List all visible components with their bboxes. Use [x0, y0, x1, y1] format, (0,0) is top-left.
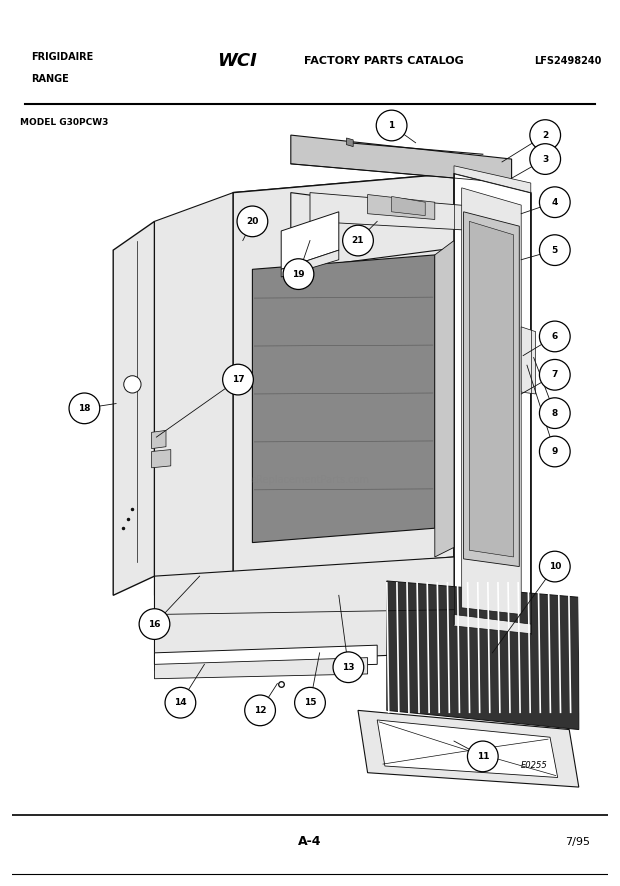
Polygon shape	[387, 581, 579, 729]
Text: 14: 14	[174, 698, 187, 707]
Circle shape	[333, 652, 364, 682]
Text: 8: 8	[552, 408, 558, 417]
Polygon shape	[464, 212, 520, 566]
Polygon shape	[392, 197, 425, 215]
Circle shape	[539, 398, 570, 429]
Polygon shape	[154, 192, 233, 595]
Text: 20: 20	[246, 217, 259, 226]
Polygon shape	[368, 195, 435, 220]
Polygon shape	[113, 222, 154, 595]
Text: eReplacementParts.com: eReplacementParts.com	[250, 475, 370, 486]
Polygon shape	[469, 222, 513, 557]
Circle shape	[343, 225, 373, 256]
Polygon shape	[347, 138, 353, 146]
Polygon shape	[154, 657, 368, 679]
Text: 13: 13	[342, 663, 355, 672]
Text: 19: 19	[292, 269, 305, 278]
Text: 1: 1	[389, 121, 395, 130]
Circle shape	[165, 688, 196, 718]
Polygon shape	[521, 327, 536, 394]
Circle shape	[539, 436, 570, 467]
Polygon shape	[358, 711, 579, 787]
Circle shape	[539, 551, 570, 582]
Circle shape	[294, 688, 326, 718]
Circle shape	[245, 695, 275, 726]
Text: FACTORY PARTS CATALOG: FACTORY PARTS CATALOG	[304, 56, 464, 66]
Text: 11: 11	[477, 752, 489, 761]
Polygon shape	[152, 449, 171, 468]
Text: LFS2498240: LFS2498240	[534, 56, 601, 66]
Circle shape	[124, 376, 141, 393]
Circle shape	[139, 609, 170, 640]
Circle shape	[530, 144, 560, 175]
Polygon shape	[310, 192, 483, 231]
Text: 4: 4	[552, 198, 558, 206]
Text: 15: 15	[304, 698, 316, 707]
Text: 5: 5	[552, 245, 558, 254]
Polygon shape	[154, 557, 454, 664]
Text: 6: 6	[552, 332, 558, 341]
Polygon shape	[252, 255, 435, 542]
Text: FRIGIDAIRE: FRIGIDAIRE	[31, 52, 93, 62]
Polygon shape	[377, 720, 557, 778]
Text: 7/95: 7/95	[565, 836, 590, 847]
Text: WCI: WCI	[217, 52, 257, 70]
Text: MODEL G30PCW3: MODEL G30PCW3	[20, 118, 108, 127]
Circle shape	[283, 259, 314, 290]
Circle shape	[467, 741, 498, 772]
Text: 2: 2	[542, 130, 548, 140]
Polygon shape	[291, 192, 512, 269]
Text: A-4: A-4	[298, 835, 322, 848]
Circle shape	[223, 364, 254, 395]
Polygon shape	[154, 645, 377, 670]
Text: 12: 12	[254, 706, 267, 715]
Text: 21: 21	[352, 236, 365, 245]
Text: E0255: E0255	[521, 761, 548, 771]
Polygon shape	[462, 188, 521, 615]
Text: 10: 10	[549, 562, 561, 571]
Text: 3: 3	[542, 154, 548, 164]
Text: RANGE: RANGE	[31, 74, 69, 84]
Polygon shape	[291, 135, 512, 183]
Polygon shape	[152, 431, 166, 448]
Polygon shape	[281, 250, 339, 277]
Circle shape	[539, 360, 570, 390]
Circle shape	[237, 206, 268, 237]
Text: 17: 17	[232, 375, 244, 385]
Circle shape	[376, 110, 407, 141]
Text: 18: 18	[78, 404, 91, 413]
Circle shape	[530, 120, 560, 151]
Polygon shape	[454, 174, 531, 633]
Circle shape	[539, 187, 570, 218]
Text: 7: 7	[552, 370, 558, 379]
Polygon shape	[281, 212, 339, 269]
Circle shape	[539, 235, 570, 266]
Text: 9: 9	[552, 447, 558, 456]
Text: 16: 16	[148, 619, 161, 628]
Polygon shape	[233, 174, 512, 269]
Polygon shape	[454, 166, 531, 192]
Polygon shape	[233, 174, 454, 576]
Polygon shape	[435, 241, 454, 557]
Polygon shape	[454, 615, 531, 633]
Circle shape	[69, 393, 100, 424]
Circle shape	[539, 321, 570, 352]
